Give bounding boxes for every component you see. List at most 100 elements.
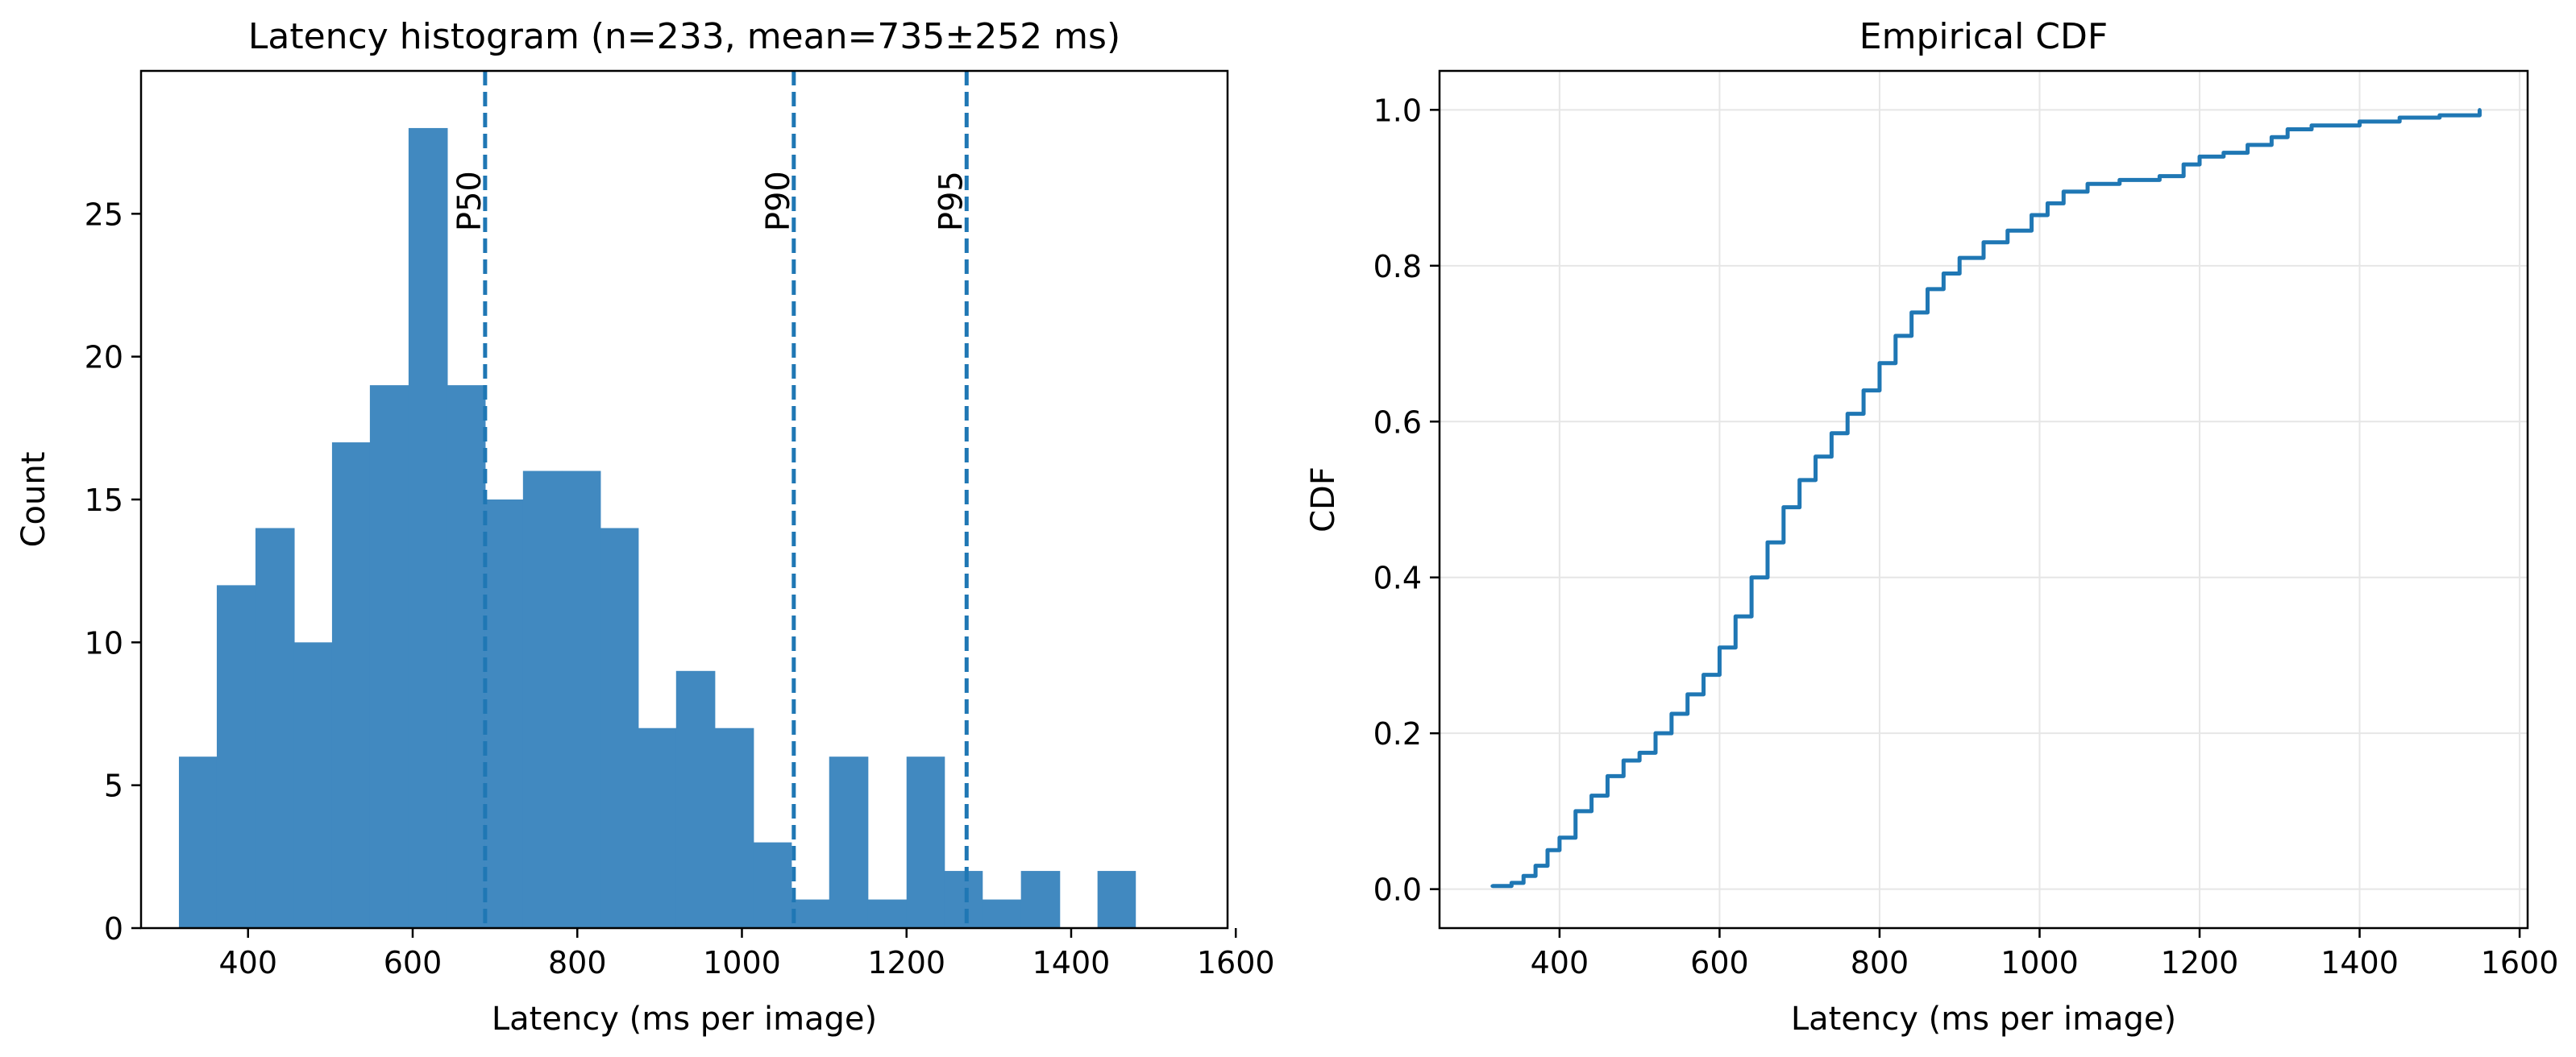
- histogram-bar: [369, 385, 409, 929]
- histogram-x-ticks: 400 600 800 1000 1200 1400 1600: [218, 928, 1275, 980]
- cdf-point: [1861, 388, 1866, 392]
- x-tick-label: 800: [1851, 945, 1909, 980]
- y-tick-label: 0.2: [1373, 716, 1422, 752]
- cdf-point: [1606, 774, 1610, 778]
- histogram-bar: [600, 528, 639, 928]
- cdf-point: [1718, 645, 1722, 649]
- cdf-series-line: [1492, 110, 2482, 889]
- percentile-label-p50: P50: [451, 171, 488, 231]
- x-tick-label: 800: [548, 945, 607, 980]
- cdf-point: [1533, 864, 1538, 868]
- cdf-y-ticks: 0.0 0.2 0.4 0.6 0.8 1.0: [1373, 93, 1440, 908]
- cdf-point: [1749, 575, 1754, 579]
- cdf-point: [1734, 614, 1738, 619]
- histogram-x-axis-label: Latency (ms per image): [492, 1001, 877, 1038]
- cdf-point: [2221, 151, 2225, 155]
- cdf-point: [1669, 711, 1674, 716]
- cdf-point: [2309, 123, 2314, 127]
- y-tick-label: 25: [85, 197, 123, 232]
- y-tick-label: 1.0: [1373, 93, 1422, 128]
- cdf-point: [1781, 505, 1786, 509]
- cdf-axes-frame: [1438, 69, 2529, 930]
- histogram-y-axis-label: Count: [15, 452, 52, 548]
- x-tick-label: 400: [1531, 945, 1589, 980]
- y-tick-label: 0.8: [1373, 249, 1422, 284]
- cdf-point: [2478, 108, 2482, 112]
- cdf-x-ticks: 400 600 800 1000 1200 1400 1600: [1531, 928, 2559, 980]
- y-tick-label: 5: [104, 769, 123, 804]
- histogram-title: Latency histogram (n=233, mean=735±252 m…: [248, 16, 1120, 57]
- cdf-grid: [1440, 71, 2528, 928]
- histogram-bar: [714, 727, 754, 928]
- histogram-bars: [178, 127, 1136, 929]
- y-tick-label: 0: [104, 911, 123, 947]
- cdf-point: [1909, 310, 1913, 315]
- histogram-bar: [791, 899, 830, 928]
- histogram-bar: [867, 899, 908, 928]
- x-tick-label: 1600: [1197, 945, 1275, 980]
- cdf-point: [1589, 794, 1593, 798]
- cdf-point: [2270, 135, 2274, 139]
- x-tick-label: 1600: [2481, 945, 2559, 980]
- cdf-point: [1846, 412, 1850, 416]
- x-tick-label: 1200: [2161, 945, 2239, 980]
- cdf-point: [1622, 758, 1626, 763]
- cdf-point: [2117, 178, 2121, 182]
- cdf-panel: Empirical CDF 400 600 800 1000 1200 1400 1600 …: [1305, 16, 2558, 1038]
- x-tick-label: 600: [384, 945, 442, 980]
- cdf-point: [2358, 119, 2362, 124]
- y-tick-label: 0.4: [1373, 561, 1422, 596]
- cdf-point: [1545, 848, 1550, 852]
- x-tick-label: 1000: [2001, 945, 2079, 980]
- cdf-point: [2197, 155, 2202, 159]
- cdf-point: [1701, 673, 1706, 677]
- cdf-point: [1685, 692, 1689, 697]
- cdf-point: [2046, 201, 2050, 205]
- cdf-point: [1765, 541, 1770, 545]
- y-tick-label: 10: [85, 625, 123, 661]
- cdf-point: [1510, 881, 1514, 885]
- histogram-bar: [675, 670, 716, 928]
- cdf-point: [1981, 240, 1986, 244]
- cdf-point: [1797, 478, 1801, 483]
- x-tick-label: 400: [218, 945, 277, 980]
- histogram-bar: [906, 756, 945, 928]
- cdf-y-axis-label: CDF: [1305, 466, 1342, 533]
- cdf-point: [2397, 115, 2402, 120]
- histogram-bar: [484, 499, 524, 928]
- cdf-point: [1653, 731, 1658, 736]
- cdf-point: [1877, 361, 1882, 365]
- cdf-point: [2246, 143, 2250, 147]
- x-tick-label: 600: [1690, 945, 1749, 980]
- cdf-point: [1557, 835, 1562, 839]
- cdf-point: [1490, 884, 1494, 888]
- histogram-y-ticks: 0 5 10 15 20 25: [85, 197, 141, 947]
- percentile-label-p90: P90: [760, 171, 797, 231]
- cdf-point: [2158, 174, 2162, 178]
- cdf-point: [1830, 431, 1834, 435]
- cdf-point: [1522, 873, 1526, 878]
- histogram-bar: [408, 127, 448, 928]
- cdf-point: [2286, 127, 2290, 131]
- cdf-point: [1637, 751, 1642, 755]
- x-tick-label: 1000: [703, 945, 781, 980]
- cdf-point: [2005, 229, 2009, 233]
- percentile-markers: P50 P90 P95: [451, 71, 970, 928]
- histogram-bar: [255, 528, 295, 928]
- histogram-bar: [753, 842, 792, 928]
- cdf-point: [2030, 213, 2034, 218]
- histogram-bar: [1020, 871, 1061, 928]
- cdf-point: [1573, 809, 1577, 814]
- x-tick-label: 1200: [867, 945, 945, 980]
- cdf-point: [1942, 272, 1946, 276]
- histogram-bar: [638, 727, 677, 928]
- y-tick-label: 20: [85, 340, 123, 375]
- x-tick-label: 1400: [1032, 945, 1111, 980]
- histogram-bar: [561, 470, 601, 928]
- y-tick-label: 0.6: [1373, 404, 1422, 440]
- cdf-point: [2062, 189, 2066, 194]
- cdf-point: [1814, 454, 1818, 458]
- cdf-title: Empirical CDF: [1859, 16, 2108, 57]
- x-tick-label: 1400: [2320, 945, 2399, 980]
